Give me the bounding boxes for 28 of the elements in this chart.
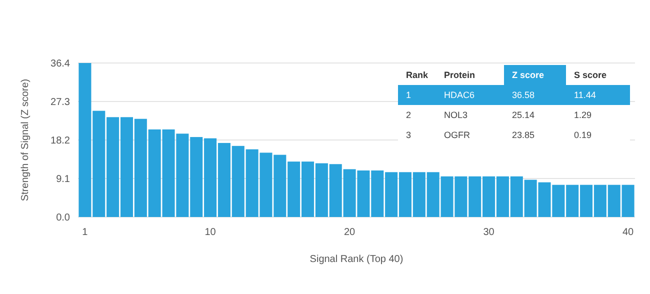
y-tick-label: 36.4: [50, 58, 70, 70]
x-axis-title: Signal Rank (Top 40): [310, 254, 404, 265]
category-label: S score: [574, 70, 607, 80]
text: OGFR: [444, 130, 470, 140]
text: 1: [406, 90, 412, 100]
category-label: Rank: [406, 70, 429, 80]
text: 23.85: [512, 130, 535, 140]
x-tick-label: 30: [483, 227, 495, 238]
x-tick-label: 1: [82, 227, 88, 238]
y-tick-label: 0.0: [56, 212, 70, 224]
text: 3: [406, 130, 412, 140]
text: HDAC6: [444, 90, 475, 100]
text: 2: [406, 110, 412, 120]
text: NOL3: [444, 110, 468, 120]
x-tick-label: 20: [344, 227, 356, 238]
x-tick-label: 10: [204, 227, 216, 238]
text: 25.14: [512, 110, 535, 120]
y-axis-title: Strength of Signal (Z score): [20, 78, 31, 202]
text: 11.44: [574, 90, 596, 100]
y-tick-label: 18.2: [50, 136, 70, 146]
text: 36.58: [512, 90, 535, 100]
text: 1.29: [574, 110, 592, 120]
x-tick-label: 40: [622, 227, 634, 238]
y-tick-label: 9.1: [56, 174, 70, 185]
category-label: Protein: [444, 70, 476, 80]
y-tick-label: 27.3: [50, 97, 70, 108]
category-label: Z score: [512, 70, 544, 80]
text: 0.19: [574, 130, 592, 140]
